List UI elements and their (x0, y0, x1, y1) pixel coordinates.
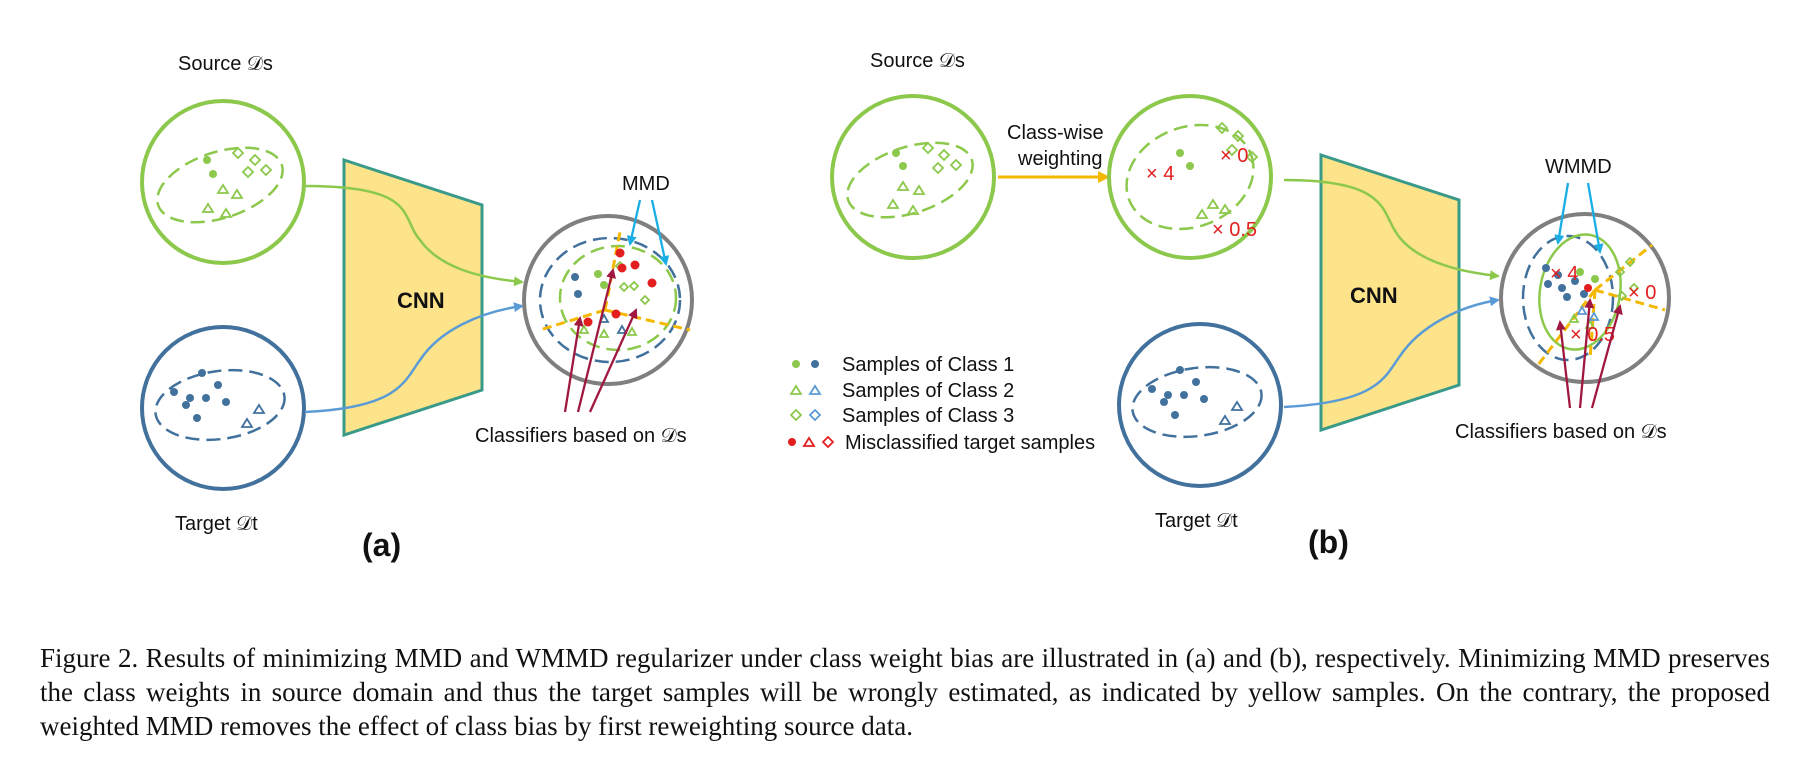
classifier-label-a: Classifiers based on 𝒟s (475, 425, 687, 447)
panel-b: Source 𝒟s Class-wise weighting (788, 50, 1671, 560)
source-to-output-arrow-b (1283, 178, 1500, 281)
red-triangle-icon (802, 436, 816, 447)
mmd-arrow-1 (626, 199, 642, 246)
target-domain-circle-b (1117, 322, 1283, 488)
legend-item-class-1: Samples of Class 1 (792, 354, 1014, 376)
green-triangle-icon (789, 384, 803, 395)
green-diamond-icon (789, 408, 803, 422)
weighted-source-circle: × 4 × 0 × 0.5 (1107, 94, 1273, 260)
weighting-label-2: weighting (1017, 148, 1103, 170)
figure-caption: Figure 2. Results of minimizing MMD and … (40, 643, 1770, 741)
output-feature-space-b: × 4 × 0 × 0.5 (1499, 212, 1671, 384)
output-weight-class-2: × 0.5 (1570, 324, 1615, 346)
blue-dot-icon (811, 360, 819, 368)
wmmd-arrow-1 (1554, 182, 1570, 245)
target-domain-circle-a (140, 325, 306, 491)
target-label-b: Target 𝒟t (1155, 510, 1238, 532)
legend-label: Samples of Class 2 (842, 380, 1014, 402)
source-label-b: Source 𝒟s (870, 50, 965, 72)
legend-label: Samples of Class 3 (842, 405, 1014, 427)
weight-class-2: × 0.5 (1212, 219, 1257, 241)
cnn-label-b: CNN (1350, 283, 1398, 308)
figure-2: Source 𝒟s (140, 50, 1671, 563)
legend-label: Misclassified target samples (845, 432, 1095, 454)
cnn-label-a: CNN (397, 288, 445, 313)
source-domain-circle-b (830, 94, 996, 260)
classifier-arrow-a3 (588, 308, 638, 413)
classifier-arrow-b2 (1578, 298, 1595, 409)
mmd-arrow-2 (650, 199, 670, 266)
source-label-a: Source 𝒟s (178, 53, 273, 75)
classifier-arrow-b1 (1555, 320, 1572, 409)
legend-item-class-2: Samples of Class 2 (789, 380, 1014, 402)
output-weight-class-1: × 4 (1550, 263, 1578, 285)
wmmd-label: WMMD (1545, 156, 1612, 178)
weight-class-1: × 4 (1146, 163, 1174, 185)
classifier-arrow-b3 (1590, 304, 1623, 409)
legend-item-class-3: Samples of Class 3 (789, 405, 1014, 427)
panel-tag-b: (b) (1308, 524, 1349, 560)
mmd-label: MMD (622, 173, 670, 195)
blue-triangle-icon (808, 384, 822, 395)
legend-item-misclassified: Misclassified target samples (788, 432, 1095, 454)
green-dot-icon (792, 360, 800, 368)
output-feature-space-a (522, 214, 694, 386)
wmmd-arrow-2 (1586, 182, 1604, 254)
cnn-block-a: CNN (342, 157, 484, 438)
source-to-output-arrow-a (304, 184, 524, 287)
output-weight-class-3: × 0 (1628, 282, 1656, 304)
weight-class-3: × 0 (1220, 145, 1248, 167)
target-label-a: Target 𝒟t (175, 513, 258, 535)
red-diamond-icon (821, 435, 835, 449)
cnn-block-b: CNN (1319, 152, 1461, 433)
panel-tag-a: (a) (362, 527, 401, 563)
target-to-output-arrow-a (304, 302, 524, 414)
source-domain-circle-a (140, 99, 306, 265)
blue-diamond-icon (808, 408, 822, 422)
target-to-output-arrow-b (1283, 296, 1500, 409)
panel-a: Source 𝒟s (140, 53, 694, 563)
classifier-label-b: Classifiers based on 𝒟s (1455, 421, 1667, 443)
weighting-label-1: Class-wise (1007, 122, 1104, 144)
red-dot-icon (788, 438, 796, 446)
classifier-arrow-a1 (563, 316, 584, 413)
legend-label: Samples of Class 1 (842, 354, 1014, 376)
legend: Samples of Class 1 Samples of Class 2 Sa… (788, 354, 1095, 454)
classifier-arrow-a2 (576, 268, 616, 413)
